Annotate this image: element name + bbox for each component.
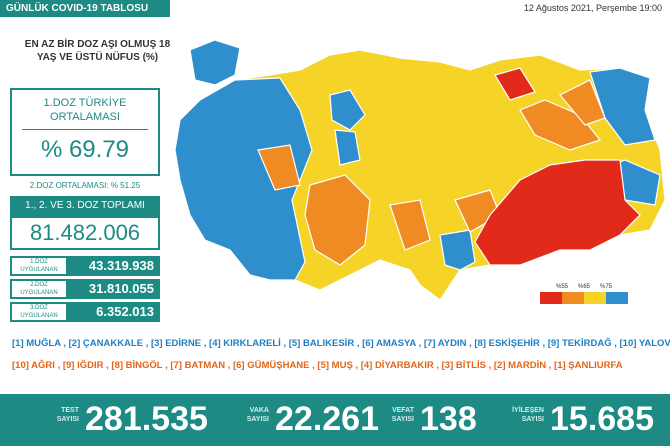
region-east xyxy=(519,99,602,151)
dose-row: 3.DOZ UYGULANAN 6.352.013 xyxy=(10,302,160,322)
dose-value: 43.319.938 xyxy=(88,258,154,273)
stats-bar: TEST SAYISI 281.535 VAKA SAYISI 22.261 VEFAT SA… xyxy=(0,394,670,446)
region-erzurum xyxy=(559,79,606,126)
legend-swatch xyxy=(562,292,584,304)
legend-label: %75 xyxy=(600,284,613,290)
thrace xyxy=(189,39,241,86)
region-adana xyxy=(389,199,431,251)
stat-label: VEFAT SAYISI xyxy=(360,406,414,424)
region-southeast xyxy=(474,159,641,266)
legend-label: %55 xyxy=(556,284,569,290)
date: 12 Ağustos 2021, Perşembe 19:00 xyxy=(523,3,662,13)
total-value: 81.482.006 xyxy=(10,216,160,250)
region-west xyxy=(174,77,313,281)
region-afyon xyxy=(257,144,301,191)
dose-label-bottom: UYGULANAN xyxy=(20,313,58,319)
region-northeast xyxy=(589,67,656,146)
stat-label-bottom: SAYISI xyxy=(521,416,544,423)
average-box: 1.DOZ TÜRKİYE ORTALAMASI % 69.79 xyxy=(10,88,160,176)
stat-label-top: VEFAT xyxy=(391,407,414,414)
region-central xyxy=(334,129,361,166)
dose-row: 2.DOZ UYGULANAN 31.810.055 xyxy=(10,279,160,299)
stat-label: TEST SAYISI xyxy=(20,406,79,424)
region-south xyxy=(439,229,476,271)
worst-ranking: [10] AĞRI , [9] IĞDIR , [8] BİNGÖL , [7]… xyxy=(12,360,623,371)
dose-label-bottom: UYGULANAN xyxy=(20,290,58,296)
legend-swatch xyxy=(540,292,562,304)
region-gumushane xyxy=(494,67,536,101)
region-north xyxy=(329,89,366,131)
stat-label-bottom: SAYISI xyxy=(56,416,79,423)
legend-label: %65 xyxy=(578,284,591,290)
stat-label-top: İYİLEŞEN xyxy=(512,407,544,414)
dose-label: 2.DOZ UYGULANAN xyxy=(12,281,66,297)
dose-label-top: 2.DOZ xyxy=(30,282,48,288)
total-label: 1., 2. VE 3. DOZ TOPLAMI xyxy=(10,196,160,216)
dose2-average: 2.DOZ ORTALAMASI: % 51.25 xyxy=(29,181,141,190)
dose-value: 6.352.013 xyxy=(96,304,154,319)
stat-label: VAKA SAYISI xyxy=(208,406,269,424)
stat-label: İYİLEŞEN SAYISI xyxy=(490,406,544,424)
stat-value: 138 xyxy=(420,400,477,438)
stat-value: 15.685 xyxy=(550,400,654,438)
average-value: % 69.79 xyxy=(40,136,130,163)
dose-row: 1.DOZ UYGULANAN 43.319.938 xyxy=(10,256,160,276)
legend xyxy=(540,292,628,304)
stat-label-bottom: SAYISI xyxy=(391,416,414,423)
dose-value: 31.810.055 xyxy=(88,281,154,296)
dose-label-top: 1.DOZ xyxy=(30,259,48,265)
title: GÜNLÜK COVID-19 TABLOSU xyxy=(0,0,170,17)
stat-label-top: TEST xyxy=(61,407,79,414)
stat-value: 22.261 xyxy=(275,400,379,438)
average-label: 1.DOZ TÜRKİYE ORTALAMASI xyxy=(43,97,127,123)
dose-label-bottom: UYGULANAN xyxy=(20,267,58,273)
dose-label: 1.DOZ UYGULANAN xyxy=(12,258,66,274)
dose-label-top: 3.DOZ xyxy=(30,305,48,311)
stat-label-top: VAKA xyxy=(249,407,269,414)
legend-swatch xyxy=(606,292,628,304)
panel-heading: EN AZ BİR DOZ AŞI OLMUŞ 18 YAŞ VE ÜSTÜ N… xyxy=(24,39,171,63)
stat-value: 281.535 xyxy=(85,400,208,438)
region-konya xyxy=(304,174,371,266)
stat-label-bottom: SAYISI xyxy=(246,416,269,423)
top-bar: GÜNLÜK COVID-19 TABLOSU 12 Ağustos 2021,… xyxy=(0,0,670,17)
dose-label: 3.DOZ UYGULANAN xyxy=(12,304,66,320)
legend-swatch xyxy=(584,292,606,304)
best-ranking: [1] MUĞLA , [2] ÇANAKKALE , [3] EDİRNE ,… xyxy=(12,338,670,349)
